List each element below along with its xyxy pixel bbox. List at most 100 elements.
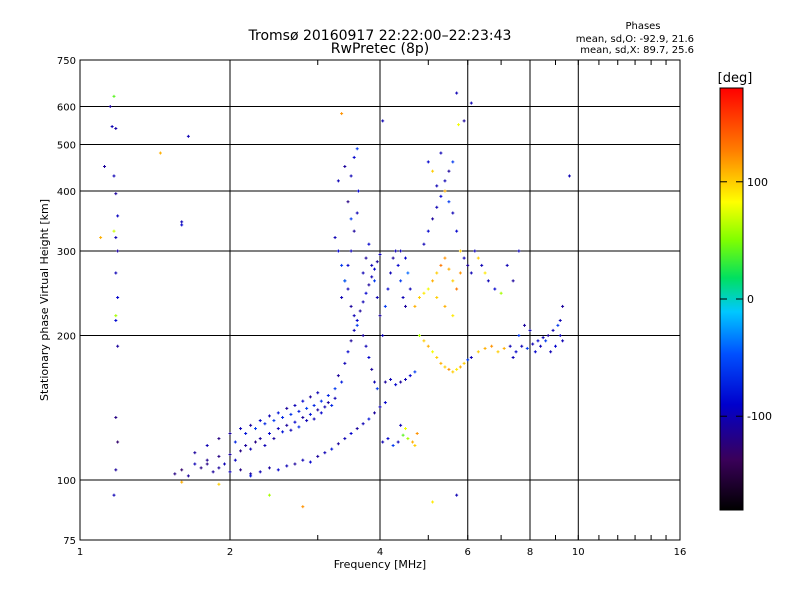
- data-point: [108, 105, 112, 109]
- data-point: [112, 229, 116, 233]
- data-point: [340, 112, 344, 116]
- data-point: [358, 309, 362, 313]
- data-point: [112, 174, 116, 178]
- data-point: [391, 444, 395, 448]
- data-point: [483, 271, 487, 275]
- data-point: [396, 263, 400, 267]
- data-point: [205, 462, 209, 466]
- data-point: [285, 423, 289, 427]
- data-point: [114, 415, 118, 419]
- data-point: [417, 334, 421, 338]
- data-point: [340, 380, 344, 384]
- data-point: [462, 361, 466, 365]
- data-point: [422, 291, 426, 295]
- data-point: [217, 454, 221, 458]
- data-point: [451, 160, 455, 164]
- data-point: [480, 263, 484, 267]
- data-point: [389, 377, 393, 381]
- data-point: [364, 344, 368, 348]
- data-point: [301, 399, 305, 403]
- data-point: [352, 328, 356, 332]
- data-point: [239, 427, 243, 431]
- data-point: [211, 470, 215, 474]
- data-point: [558, 318, 562, 322]
- data-point: [316, 391, 320, 395]
- data-point: [411, 440, 415, 444]
- data-point: [346, 200, 350, 204]
- data-point: [289, 428, 293, 432]
- data-point: [431, 169, 435, 173]
- data-point: [343, 437, 347, 441]
- data-point: [528, 328, 532, 332]
- data-point: [517, 334, 521, 338]
- data-point: [297, 425, 301, 429]
- data-point: [466, 263, 470, 267]
- data-point: [458, 271, 462, 275]
- data-point: [333, 236, 337, 240]
- y-tick-label: 750: [57, 56, 76, 67]
- data-point: [193, 451, 197, 455]
- data-point: [352, 314, 356, 318]
- data-point: [455, 91, 459, 95]
- data-point: [435, 355, 439, 359]
- data-point: [451, 279, 455, 283]
- data-point: [422, 242, 426, 246]
- data-point: [462, 256, 466, 260]
- data-point: [408, 374, 412, 378]
- data-point: [281, 415, 285, 419]
- data-point: [476, 350, 480, 354]
- data-point: [308, 395, 312, 399]
- data-point: [228, 453, 232, 457]
- data-point: [567, 174, 571, 178]
- x-tick-label: 16: [674, 547, 687, 558]
- data-point: [249, 447, 253, 451]
- data-point: [401, 296, 405, 300]
- data-point: [258, 470, 262, 474]
- data-point: [180, 220, 184, 224]
- data-point: [443, 189, 447, 193]
- data-point: [272, 419, 276, 423]
- data-point: [415, 432, 419, 436]
- data-point: [394, 383, 398, 387]
- data-point: [561, 339, 565, 343]
- data-point: [217, 437, 221, 441]
- data-point: [361, 300, 365, 304]
- data-point: [116, 249, 120, 253]
- data-point: [349, 217, 353, 221]
- colorbar-label: [deg]: [718, 71, 753, 86]
- data-point: [186, 474, 190, 478]
- data-point: [116, 344, 120, 348]
- data-point: [408, 287, 412, 291]
- chart-title: Tromsø 20160917 22:22:00–22:23:43: [248, 28, 512, 44]
- data-point: [239, 449, 243, 453]
- data-point: [413, 444, 417, 448]
- y-tick-label: 500: [57, 141, 76, 152]
- data-point: [406, 271, 410, 275]
- data-point: [114, 236, 118, 240]
- data-point: [375, 260, 379, 264]
- y-tick-label: 100: [57, 476, 76, 487]
- data-point: [114, 192, 118, 196]
- data-point: [312, 403, 316, 407]
- data-point: [413, 370, 417, 374]
- data-point: [373, 411, 377, 415]
- y-tick-label: 400: [57, 187, 76, 198]
- data-point: [301, 458, 305, 462]
- data-point: [399, 380, 403, 384]
- data-point: [469, 101, 473, 105]
- data-point: [391, 256, 395, 260]
- data-point: [443, 179, 447, 183]
- data-point: [394, 249, 398, 253]
- data-point: [399, 279, 403, 283]
- data-point: [431, 500, 435, 504]
- data-point: [370, 367, 374, 371]
- data-point: [553, 344, 557, 348]
- data-point: [536, 339, 540, 343]
- data-point: [367, 355, 371, 359]
- data-point: [336, 442, 340, 446]
- data-point: [114, 126, 118, 130]
- data-point: [272, 437, 276, 441]
- data-point: [349, 174, 353, 178]
- data-point: [258, 437, 262, 441]
